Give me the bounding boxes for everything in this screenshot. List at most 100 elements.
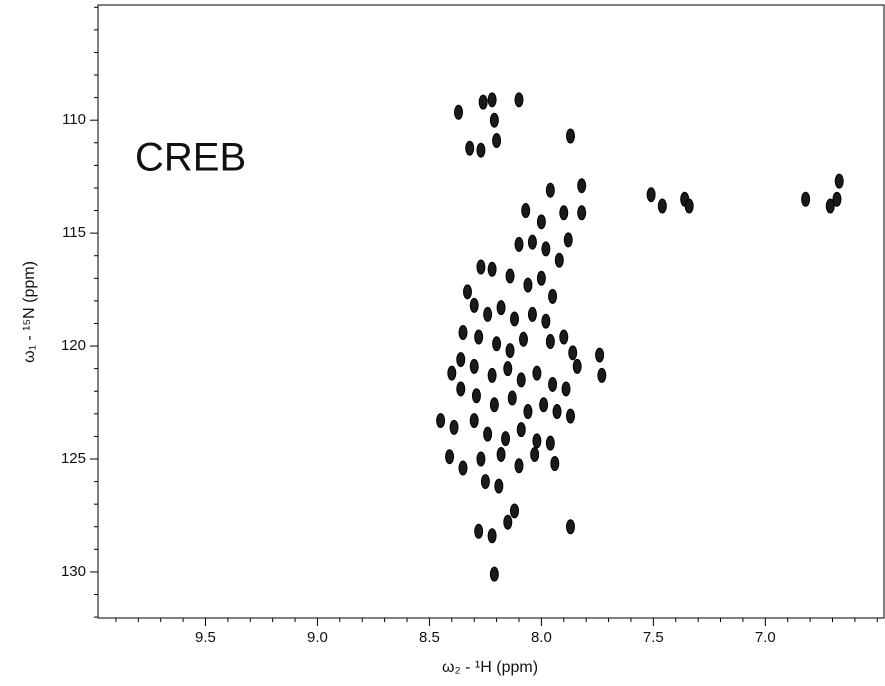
peak bbox=[597, 367, 607, 383]
peak bbox=[503, 361, 513, 377]
peak bbox=[565, 128, 575, 144]
peak bbox=[527, 306, 537, 322]
x-tick-label: 8.5 bbox=[419, 629, 440, 646]
peak bbox=[483, 306, 493, 322]
peak bbox=[516, 372, 526, 388]
peak bbox=[503, 514, 513, 530]
peak bbox=[577, 178, 587, 194]
peak bbox=[469, 358, 479, 374]
peak bbox=[527, 234, 537, 250]
y-tick-label: 130 bbox=[61, 563, 86, 580]
y-tick-label: 120 bbox=[61, 337, 86, 354]
y-tick-label: 110 bbox=[62, 111, 86, 128]
x-tick-label: 7.5 bbox=[643, 629, 664, 646]
peak bbox=[532, 365, 542, 381]
peak bbox=[476, 451, 486, 467]
x-tick-label: 7.0 bbox=[755, 629, 776, 646]
peak bbox=[507, 390, 517, 406]
peak bbox=[516, 422, 526, 438]
peak bbox=[480, 474, 490, 490]
y-tick-label: 115 bbox=[62, 224, 86, 241]
x-tick-label: 9.0 bbox=[307, 629, 328, 646]
peak bbox=[510, 311, 520, 327]
peak bbox=[505, 343, 515, 359]
peak bbox=[565, 408, 575, 424]
peak bbox=[445, 449, 455, 465]
peak bbox=[514, 458, 524, 474]
peak bbox=[646, 187, 656, 203]
peak bbox=[492, 133, 502, 149]
peak bbox=[496, 446, 506, 462]
peak bbox=[456, 352, 466, 368]
peak bbox=[489, 397, 499, 413]
x-axis-label: ω₂ - ¹H (ppm) bbox=[442, 659, 538, 676]
peak bbox=[449, 419, 459, 435]
peak bbox=[536, 270, 546, 286]
y-tick-label: 125 bbox=[61, 450, 86, 467]
peak bbox=[539, 397, 549, 413]
peak bbox=[657, 198, 667, 214]
peak bbox=[595, 347, 605, 363]
peak bbox=[514, 236, 524, 252]
peak bbox=[492, 336, 502, 352]
peak bbox=[530, 446, 540, 462]
peak bbox=[825, 198, 835, 214]
peak bbox=[483, 426, 493, 442]
peak bbox=[521, 203, 531, 219]
peak bbox=[532, 433, 542, 449]
peak bbox=[523, 404, 533, 420]
peak bbox=[489, 566, 499, 582]
peak bbox=[565, 519, 575, 535]
peak bbox=[523, 277, 533, 293]
peak bbox=[476, 142, 486, 158]
peak bbox=[518, 331, 528, 347]
peak bbox=[489, 112, 499, 128]
peak bbox=[559, 329, 569, 345]
peak bbox=[476, 259, 486, 275]
peak bbox=[545, 182, 555, 198]
peak bbox=[447, 365, 457, 381]
peak bbox=[496, 300, 506, 316]
peak bbox=[559, 205, 569, 221]
peak bbox=[561, 381, 571, 397]
peak bbox=[548, 376, 558, 392]
peak bbox=[471, 388, 481, 404]
peak bbox=[510, 503, 520, 519]
peak bbox=[550, 456, 560, 472]
peak bbox=[454, 104, 464, 120]
peak bbox=[684, 198, 694, 214]
peak bbox=[436, 413, 446, 429]
peak bbox=[514, 92, 524, 108]
peak bbox=[458, 325, 468, 341]
peak bbox=[545, 435, 555, 451]
peak bbox=[458, 460, 468, 476]
peak bbox=[469, 413, 479, 429]
peak bbox=[487, 261, 497, 277]
annotation: CREB bbox=[135, 136, 246, 180]
peak bbox=[541, 313, 551, 329]
peak bbox=[505, 268, 515, 284]
peak bbox=[541, 241, 551, 257]
peak bbox=[462, 284, 472, 300]
peak bbox=[554, 252, 564, 268]
x-tick-label: 8.0 bbox=[531, 629, 552, 646]
x-tick-label: 9.5 bbox=[195, 629, 216, 646]
peak bbox=[536, 214, 546, 230]
plot-frame bbox=[97, 4, 885, 619]
peak bbox=[548, 288, 558, 304]
peak bbox=[801, 191, 811, 207]
peak bbox=[832, 191, 842, 207]
peak bbox=[552, 404, 562, 420]
peak bbox=[487, 367, 497, 383]
peak bbox=[456, 381, 466, 397]
peak bbox=[568, 345, 578, 361]
peak bbox=[494, 478, 504, 494]
peak bbox=[487, 528, 497, 544]
peak bbox=[501, 431, 511, 447]
peak bbox=[834, 173, 844, 189]
peak bbox=[474, 523, 484, 539]
peak bbox=[563, 232, 573, 248]
peak bbox=[478, 94, 488, 110]
y-axis-label: ω₁ - ¹⁵N (ppm) bbox=[21, 261, 38, 363]
